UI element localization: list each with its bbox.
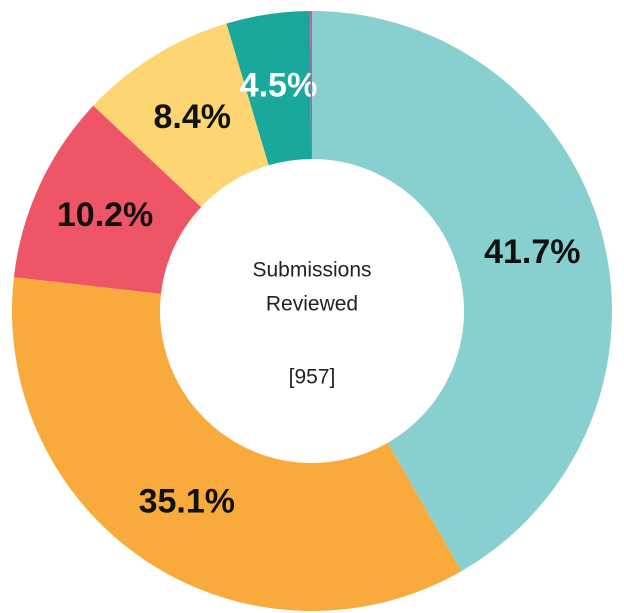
center-text: Submissions (252, 259, 371, 282)
center-total: [957] (289, 366, 336, 389)
slice (13, 105, 202, 294)
slice (312, 11, 613, 572)
value-label: 10.2% (57, 196, 153, 234)
slice (226, 11, 312, 166)
value-label: 8.4% (154, 98, 232, 136)
value-label: 35.1% (139, 483, 235, 521)
center-text: Reviewed (266, 293, 358, 316)
slice (12, 277, 462, 611)
value-label: 4.5% (240, 66, 318, 104)
slice (93, 23, 269, 207)
slice (310, 11, 312, 160)
value-label: 41.7% (484, 233, 580, 271)
